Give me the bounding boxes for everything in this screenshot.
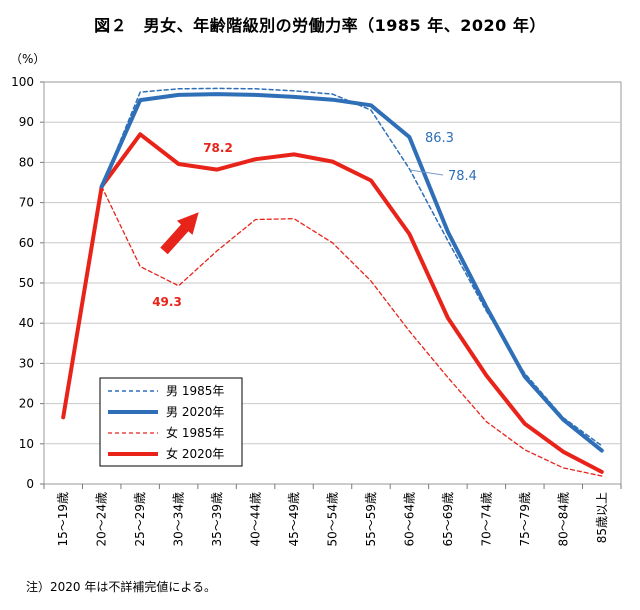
legend-label: 女 1985年 — [166, 425, 224, 440]
x-tick-label: 45～49歳 — [287, 492, 301, 547]
trend-arrow — [160, 212, 199, 255]
data-annotation: 78.2 — [203, 141, 233, 155]
x-tick-label: 80～84歳 — [556, 492, 570, 547]
x-tick-label: 55～59歳 — [364, 492, 378, 547]
x-tick-label: 30～34歳 — [172, 492, 186, 547]
series-line-3 — [61, 132, 604, 474]
chart-title: 図２ 男女、年齢階級別の労働力率（1985 年、2020 年） — [94, 16, 546, 35]
data-annotation: 86.3 — [425, 131, 454, 146]
annotation-leader — [409, 169, 444, 176]
y-tick-label: 80 — [19, 155, 34, 169]
x-tick-label: 85歳以上 — [595, 492, 609, 543]
x-tick-label: 20～24歳 — [95, 492, 109, 547]
x-tick-label: 75～79歳 — [518, 492, 532, 547]
footnote: 注）2020 年は不詳補完値による。 — [26, 580, 216, 594]
y-tick-label: 60 — [19, 236, 34, 250]
y-tick-label: 0 — [26, 477, 34, 491]
y-tick-label: 20 — [19, 397, 34, 411]
y-tick-label: 90 — [19, 115, 34, 129]
x-tick-label: 15～19歳 — [56, 492, 70, 547]
y-axis-label: （%） — [10, 52, 45, 66]
y-tick-label: 10 — [19, 437, 34, 451]
y-tick-label: 30 — [19, 356, 34, 370]
x-tick-label: 40～44歳 — [249, 492, 263, 547]
data-annotation: 78.4 — [448, 169, 477, 184]
legend-label: 女 2020年 — [166, 446, 224, 461]
series-line-1 — [99, 92, 604, 453]
legend-box — [99, 377, 243, 467]
x-tick-label: 65～69歳 — [441, 492, 455, 547]
x-tick-label: 35～39歳 — [210, 492, 224, 547]
data-annotation: 49.3 — [152, 295, 182, 309]
x-tick-label: 25～29歳 — [133, 492, 147, 547]
x-tick-label: 50～54歳 — [326, 492, 340, 547]
x-tick-label: 60～64歳 — [402, 492, 416, 547]
y-tick-label: 70 — [19, 196, 34, 210]
x-tick-label: 70～74歳 — [479, 492, 493, 547]
series-line-2 — [101, 185, 603, 477]
y-tick-label: 50 — [19, 276, 34, 290]
legend-label: 男 1985年 — [166, 384, 224, 398]
y-tick-label: 40 — [19, 316, 34, 330]
legend-label: 男 2020年 — [166, 405, 224, 419]
y-tick-label: 100 — [11, 75, 34, 89]
